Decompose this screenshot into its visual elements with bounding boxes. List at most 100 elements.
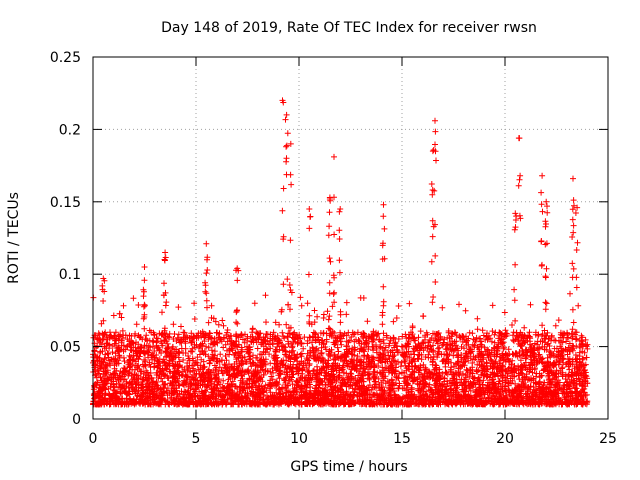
data-point [159,309,165,316]
data-point [254,345,261,352]
data-point [205,319,212,326]
data-point [270,329,277,336]
data-point [178,323,184,330]
data-point [318,349,325,356]
data-point [439,304,446,311]
data-point [343,311,350,318]
data-point [469,364,476,371]
data-point [151,348,158,354]
data-point [206,360,213,367]
data-point [521,324,528,331]
data-point [477,335,484,342]
data-point [567,290,573,297]
data-point [263,319,269,326]
data-point [462,307,469,314]
data-point [298,302,305,309]
data-point [208,302,215,309]
data-point [297,294,304,301]
data-point [153,369,160,376]
data-point [501,309,508,316]
data-point [409,323,416,330]
data-point [552,322,559,329]
data-point [251,300,258,307]
data-point [474,315,481,322]
data-point [512,317,519,324]
data-point [219,317,226,324]
data-point [191,316,198,322]
data-point [343,299,350,306]
data-point [392,358,398,365]
data-point [469,330,476,337]
data-point [222,353,229,359]
data-point [130,295,137,302]
data-point [399,333,406,340]
data-point [539,322,546,329]
data-point [489,302,496,309]
data-point [208,347,215,354]
data-point [386,340,393,347]
data-point [298,350,305,357]
data-point [479,327,486,334]
data-point [491,339,498,346]
data-point [283,321,290,328]
data-point [488,338,495,345]
data-point [279,329,286,336]
data-point [118,314,125,321]
grid-layer [93,57,608,419]
data-point [555,317,562,324]
data-point [212,318,219,325]
data-point [395,303,402,309]
data-point [105,351,112,357]
data-point [176,371,183,378]
data-point [188,330,195,337]
chart-title: Day 148 of 2019, Rate Of TEC Index for r… [161,20,537,36]
data-point [383,332,390,339]
data-point [220,322,227,329]
data-point [217,351,224,358]
data-point [175,304,182,311]
data-point [406,300,413,307]
data-point [343,388,350,395]
data-point [441,336,448,343]
data-point [375,375,382,382]
data-point [360,295,367,301]
data-point [262,292,269,299]
data-point [563,338,570,345]
data-point [280,333,287,340]
data-point [180,357,187,363]
data-point [517,357,524,364]
data-point [395,336,402,342]
data-point [220,377,227,384]
data-point [133,321,140,328]
data-point [456,301,462,308]
data-point [203,343,210,350]
data-points-layer [90,97,591,408]
data-point [135,302,142,308]
data-point [395,385,402,392]
data-point [453,332,460,338]
data-point [215,321,222,328]
data-point [91,348,98,355]
data-point [95,370,102,377]
data-point [364,318,371,325]
data-point [489,328,496,335]
data-point [314,313,321,320]
data-point [409,378,416,385]
data-point [572,385,579,392]
data-point [393,315,400,321]
data-point [366,370,373,377]
data-point [505,346,512,353]
data-point [443,369,450,376]
data-point [415,334,422,341]
data-point [120,302,127,309]
data-point [572,336,579,343]
data-point [509,322,515,328]
data-point [240,336,246,343]
data-point [110,312,117,319]
data-point [474,326,481,333]
data-point [224,338,231,345]
data-point [527,301,534,308]
data-point [304,300,311,307]
data-point [311,307,318,314]
